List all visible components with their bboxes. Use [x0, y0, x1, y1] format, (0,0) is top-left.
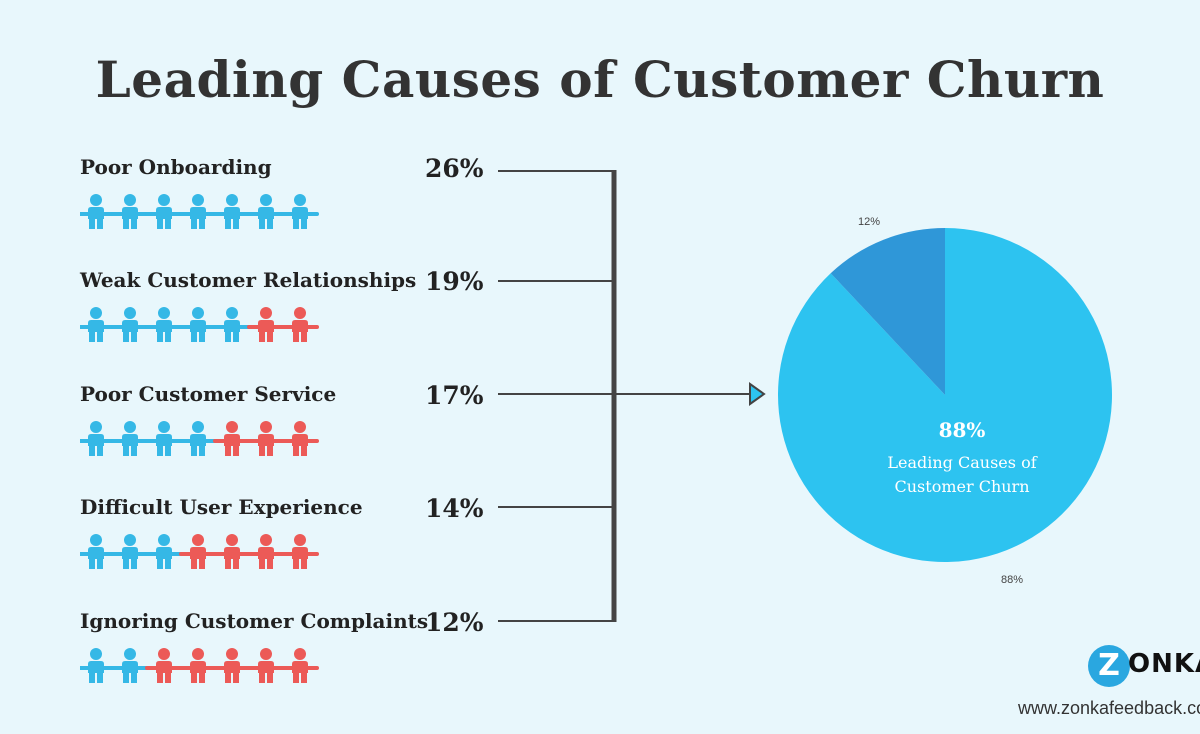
person-icon: [111, 534, 149, 569]
pie-slice-small: [830, 228, 945, 395]
person-icon: [213, 421, 251, 456]
person-icon: [281, 307, 319, 342]
cause-label: Poor Customer Service: [80, 382, 337, 406]
cause-percent: 14%: [425, 494, 484, 523]
person-icon: [179, 534, 217, 569]
zonka-logo: Z ONKA: [1088, 645, 1200, 689]
person-icon: [145, 648, 183, 683]
person-icon: [111, 421, 149, 456]
cause-percent: 12%: [425, 608, 484, 637]
person-icon: [179, 421, 217, 456]
person-icon: [247, 194, 285, 229]
pie-center-label-line2: Customer Churn: [894, 477, 1030, 496]
person-icon: [179, 307, 217, 342]
person-icon: [247, 534, 285, 569]
pie-chart: [778, 228, 1112, 562]
person-icon: [80, 307, 115, 342]
person-icon: [213, 194, 251, 229]
person-icon: [80, 648, 115, 683]
person-icon: [145, 421, 183, 456]
cause-label: Difficult User Experience: [80, 495, 363, 519]
small-slice-label: 12%: [858, 216, 881, 228]
person-icon: [111, 648, 149, 683]
people-row: [80, 648, 319, 683]
person-icon: [281, 194, 319, 229]
person-icon: [213, 648, 251, 683]
person-icon: [247, 648, 285, 683]
people-row: [80, 534, 319, 569]
people-row: [80, 421, 319, 456]
person-icon: [247, 307, 285, 342]
person-icon: [179, 194, 217, 229]
arrow-right-icon: [749, 382, 766, 406]
large-slice-label: 88%: [1001, 574, 1024, 586]
person-icon: [80, 194, 115, 229]
cause-percent: 19%: [425, 267, 484, 296]
person-icon: [145, 307, 183, 342]
person-icon: [179, 648, 217, 683]
cause-label: Ignoring Customer Complaints: [80, 609, 429, 633]
person-icon: [247, 421, 285, 456]
pie-center-label-line1: Leading Causes of: [887, 453, 1037, 472]
pie-center-label: Leading Causes of Customer Churn: [862, 451, 1062, 499]
person-icon: [213, 307, 251, 342]
pie-center-percent: 88%: [938, 418, 986, 442]
person-icon: [80, 534, 115, 569]
cause-percent: 17%: [425, 381, 484, 410]
person-icon: [281, 421, 319, 456]
person-icon: [213, 534, 251, 569]
person-icon: [281, 648, 319, 683]
person-icon: [80, 421, 115, 456]
logo-wordmark: ONKA: [1128, 649, 1200, 679]
person-icon: [145, 534, 183, 569]
people-row: [80, 194, 319, 229]
website-url: www.zonkafeedback.com: [1018, 698, 1200, 718]
cause-label: Weak Customer Relationships: [80, 268, 417, 292]
logo-mark: Z: [1088, 645, 1130, 687]
people-row: [80, 307, 319, 342]
person-icon: [145, 194, 183, 229]
page-title: Leading Causes of Customer Churn: [95, 50, 1105, 109]
cause-label: Poor Onboarding: [80, 155, 272, 179]
person-icon: [111, 194, 149, 229]
person-icon: [281, 534, 319, 569]
person-icon: [111, 307, 149, 342]
cause-percent: 26%: [425, 154, 484, 183]
